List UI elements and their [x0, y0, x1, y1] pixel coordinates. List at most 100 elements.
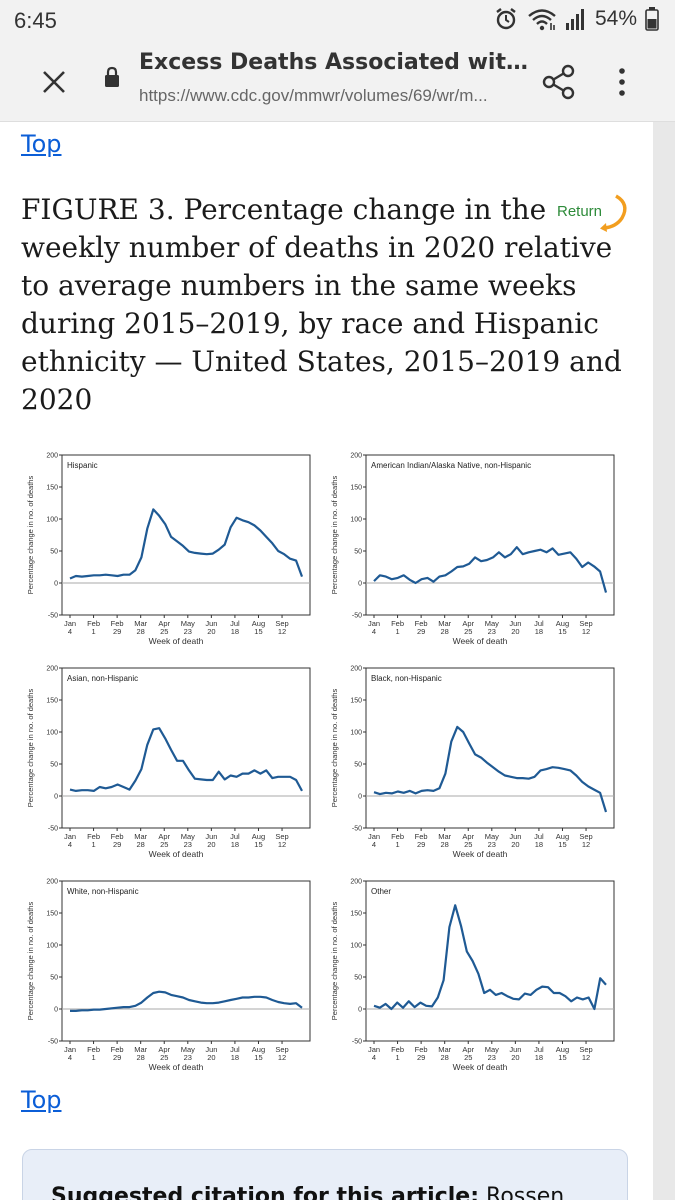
- x-tick-label-month: Mar: [438, 832, 451, 841]
- x-tick-label-day: 23: [184, 1053, 192, 1062]
- y-tick-label: 100: [350, 730, 362, 737]
- y-tick-label: -50: [48, 1039, 58, 1046]
- x-tick-label-day: 25: [464, 840, 472, 849]
- x-tick-label-month: Sep: [275, 619, 288, 628]
- citation-text: Suggested citation for this article: Ros…: [51, 1184, 611, 1200]
- x-tick-label-day: 12: [582, 1053, 590, 1062]
- x-tick-label-day: 20: [511, 627, 519, 636]
- x-tick-label-day: 20: [511, 840, 519, 849]
- x-tick-label-day: 18: [231, 1053, 239, 1062]
- x-tick-label-month: Jul: [230, 1045, 240, 1054]
- x-tick-label-month: Apr: [158, 1045, 170, 1054]
- x-tick-label-month: Mar: [134, 832, 147, 841]
- x-tick-label-month: Aug: [252, 619, 265, 628]
- panel-label: Black, non-Hispanic: [371, 674, 442, 683]
- y-tick-label: 50: [50, 549, 58, 556]
- y-tick-label: 150: [46, 485, 58, 492]
- more-vert-icon[interactable]: [612, 64, 632, 100]
- y-tick-label: 0: [358, 794, 362, 801]
- close-icon[interactable]: [36, 64, 72, 100]
- bottom-top-link[interactable]: Top: [21, 1086, 62, 1114]
- x-tick-label-day: 12: [278, 840, 286, 849]
- figure-title: FIGURE 3. Percentage change in the weekl…: [21, 193, 622, 416]
- x-tick-label-month: Apr: [462, 1045, 474, 1054]
- x-tick-label-month: Aug: [252, 832, 265, 841]
- x-tick-label-month: Jan: [64, 1045, 76, 1054]
- x-tick-label-day: 29: [417, 840, 425, 849]
- chart-black: 200 150 100 50 0 -50 Percentage change in no. …: [330, 666, 615, 859]
- return-button[interactable]: Return: [556, 190, 630, 232]
- return-label: Return: [557, 203, 602, 220]
- x-tick-label-day: 12: [278, 1053, 286, 1062]
- y-tick-label: -50: [352, 1039, 362, 1046]
- chart-hispanic: 200 150 100 50 0 -50 Percentage change in no. …: [26, 453, 311, 646]
- x-tick-label-month: May: [485, 1045, 499, 1054]
- x-tick-label-month: Jul: [534, 619, 544, 628]
- y-axis-label: Percentage change in no. of deaths: [330, 689, 339, 808]
- share-icon[interactable]: [540, 62, 578, 102]
- x-tick-label-day: 12: [582, 627, 590, 636]
- x-tick-label-day: 25: [464, 1053, 472, 1062]
- page-url[interactable]: https://www.cdc.gov/mmwr/volumes/69/wr/m…: [139, 86, 488, 105]
- chart-panel-other: 200 150 100 50 0 -50 Percentage change in no. …: [324, 873, 624, 1078]
- chart-panel-asian: 200 150 100 50 0 -50 Percentage change in no. …: [20, 660, 320, 865]
- x-tick-label-day: 4: [68, 627, 72, 636]
- x-tick-label-day: 15: [254, 627, 262, 636]
- x-tick-label-month: Sep: [579, 832, 592, 841]
- browser-toolbar: Excess Deaths Associated with C... https…: [0, 42, 675, 122]
- x-tick-label-month: Feb: [87, 832, 100, 841]
- x-tick-label-month: Feb: [415, 1045, 428, 1054]
- x-tick-label-day: 12: [582, 840, 590, 849]
- x-axis-label: Week of death: [453, 849, 508, 859]
- signal-icon: [565, 9, 584, 30]
- x-tick-label-day: 1: [395, 627, 399, 636]
- x-tick-label-day: 23: [488, 840, 496, 849]
- y-axis-label: Percentage change in no. of deaths: [26, 476, 35, 595]
- x-tick-label-month: Jun: [205, 619, 217, 628]
- x-tick-label-month: Feb: [391, 619, 404, 628]
- x-tick-label-month: Mar: [438, 1045, 451, 1054]
- x-tick-label-day: 15: [254, 840, 262, 849]
- top-link[interactable]: Top: [21, 130, 62, 158]
- x-tick-label-month: May: [485, 619, 499, 628]
- x-tick-label-month: Jul: [230, 619, 240, 628]
- x-tick-label-day: 18: [535, 1053, 543, 1062]
- y-tick-label: 150: [350, 698, 362, 705]
- x-tick-label-month: Sep: [579, 619, 592, 628]
- y-tick-label: 100: [350, 517, 362, 524]
- x-axis-label: Week of death: [149, 636, 204, 646]
- status-icons: 54%: [493, 6, 659, 32]
- y-tick-label: 50: [354, 762, 362, 769]
- x-tick-label-day: 23: [184, 840, 192, 849]
- panel-label: Asian, non-Hispanic: [67, 674, 138, 683]
- x-tick-label-day: 20: [511, 1053, 519, 1062]
- chart-white: 200 150 100 50 0 -50 Percentage change in no. …: [26, 879, 311, 1072]
- x-tick-label-day: 28: [137, 627, 145, 636]
- x-tick-label-day: 28: [137, 840, 145, 849]
- y-tick-label: 200: [46, 453, 58, 460]
- series-line: [70, 990, 303, 1012]
- x-tick-label-day: 29: [113, 1053, 121, 1062]
- x-tick-label-day: 25: [160, 627, 168, 636]
- page-title[interactable]: Excess Deaths Associated with C...: [139, 50, 534, 75]
- y-tick-label: 0: [54, 794, 58, 801]
- chart-panel-white: 200 150 100 50 0 -50 Percentage change in no. …: [20, 873, 320, 1078]
- x-tick-label-day: 1: [91, 627, 95, 636]
- x-tick-label-month: Aug: [556, 832, 569, 841]
- y-tick-label: 50: [354, 975, 362, 982]
- x-tick-label-month: Feb: [87, 1045, 100, 1054]
- x-tick-label-day: 4: [372, 840, 376, 849]
- y-tick-label: 200: [350, 879, 362, 886]
- plot-frame: [61, 454, 311, 616]
- x-tick-label-day: 18: [535, 840, 543, 849]
- x-tick-label-month: Jan: [368, 619, 380, 628]
- x-tick-label-day: 12: [278, 627, 286, 636]
- x-tick-label-day: 20: [207, 627, 215, 636]
- x-tick-label-month: Feb: [87, 619, 100, 628]
- x-tick-label-day: 25: [160, 840, 168, 849]
- x-tick-label-month: Jun: [205, 832, 217, 841]
- chart-asian: 200 150 100 50 0 -50 Percentage change in no. …: [26, 666, 311, 859]
- y-tick-label: -50: [352, 613, 362, 620]
- scrollbar-track[interactable]: [653, 122, 675, 1200]
- x-tick-label-month: Jul: [230, 832, 240, 841]
